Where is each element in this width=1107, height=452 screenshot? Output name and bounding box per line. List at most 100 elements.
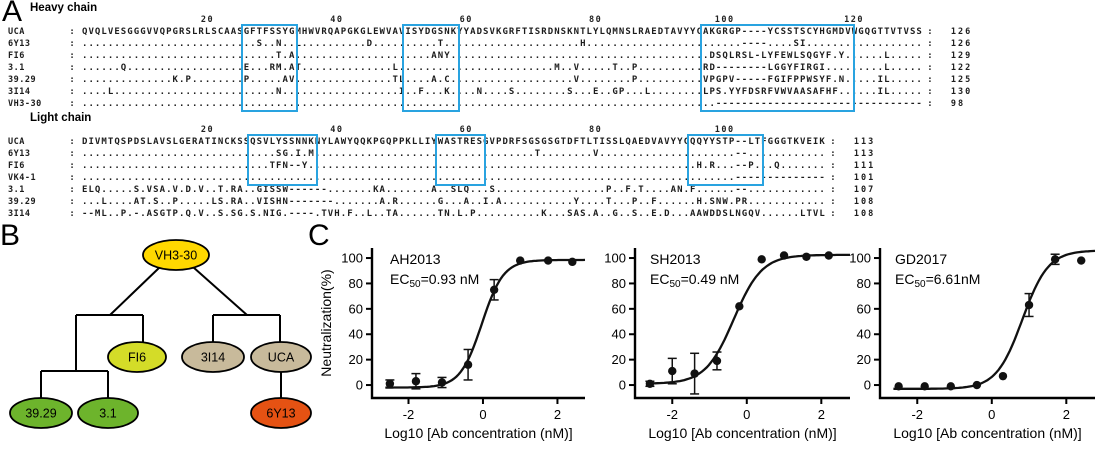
data-point xyxy=(516,256,525,265)
tree-branch xyxy=(109,266,161,316)
separator: : xyxy=(69,185,75,195)
sequence-text: DIVMTQSPDSLAVSLGERATINCKSSQSVLYSSNNKNYLA… xyxy=(82,137,826,147)
separator: : xyxy=(69,99,75,109)
y-tick-label: 100 xyxy=(341,251,363,266)
sequence-count: 126 xyxy=(950,27,973,37)
ruler-number: 100 xyxy=(714,125,735,135)
separator: : xyxy=(69,149,75,159)
data-point xyxy=(757,255,766,264)
ruler-number: 120 xyxy=(844,15,864,25)
separator: : xyxy=(69,63,75,73)
axis xyxy=(633,248,850,400)
chart-title: SH2013 xyxy=(650,251,701,267)
separator: : xyxy=(830,137,836,147)
sequence-text: ........................................… xyxy=(82,99,923,109)
fit-curve xyxy=(893,249,1096,390)
data-point xyxy=(543,256,553,265)
data-point xyxy=(972,380,982,390)
sequence-count: 98 xyxy=(950,99,966,109)
tree-node-label-3-1: 3.1 xyxy=(99,407,116,421)
neutralization-panel: 0 20 40 60 80 100 -2 0 2 AH2013 EC50=0.93 nM Log10 … xyxy=(305,225,1107,452)
panel-a-label: A xyxy=(2,0,23,28)
tree-node-39-29 xyxy=(9,397,73,429)
y-tick-label: 80 xyxy=(349,276,363,291)
ruler-number: 60 xyxy=(459,125,473,135)
data-point xyxy=(668,366,677,376)
ec50-label: EC50=0.49 nM xyxy=(650,271,739,290)
sequence-name: UCA xyxy=(8,137,25,147)
data-point xyxy=(489,285,499,294)
sequence-name: 3I14 xyxy=(8,87,31,97)
data-point xyxy=(1077,256,1086,265)
ec50-label: EC50=6.61nM xyxy=(895,271,980,290)
data-point xyxy=(411,377,421,386)
panel-b-label: B xyxy=(0,219,21,252)
tree-node-uca xyxy=(250,341,312,373)
y-tick-label: 0 xyxy=(864,378,871,393)
data-point xyxy=(998,371,1008,381)
light-chain-title: Light chain xyxy=(30,112,92,124)
ruler-number: 40 xyxy=(330,15,344,25)
data-point xyxy=(1050,255,1060,264)
x-axis-label: Log10 [Ab concentration (nM)] xyxy=(893,425,1081,441)
y-tick-label: 100 xyxy=(849,251,871,266)
x-tick-label: 2 xyxy=(1063,407,1070,422)
ec50-label: EC50=0.93 nM xyxy=(390,271,479,290)
tree-node-fi6 xyxy=(107,341,167,373)
ruler-number: 20 xyxy=(200,15,215,25)
axis xyxy=(370,248,585,400)
sequence-count: 130 xyxy=(950,87,973,97)
sequence-count: 125 xyxy=(950,75,973,85)
ruler-number: 80 xyxy=(588,15,603,25)
axis xyxy=(878,248,1095,400)
light-chain-alignment: Light chain 20 40 60 80 100 UCA: DIVMTQSPDSLA… xyxy=(8,112,1098,220)
sequence-name: 39.29 xyxy=(8,197,37,207)
y-tick-label: 20 xyxy=(857,352,871,367)
sequence-count: 129 xyxy=(950,51,973,61)
alignment-row: VK4-1:..................................… xyxy=(8,172,1098,184)
x-axis-label: Log10 [Ab concentration (nM)] xyxy=(384,425,572,441)
tree-node-label-3i14: 3I14 xyxy=(201,351,225,365)
sequence-text: .............................TFN--Y.....… xyxy=(82,161,826,171)
alignment-row: 3.1: ......Q..................E...RM.AT..… xyxy=(8,62,1098,74)
data-point xyxy=(779,251,789,260)
sequence-count: 107 xyxy=(853,185,876,195)
sequence-text: --ML..P.-.ASGTP.Q.V..S.SG.S.NIG.----.TVH… xyxy=(82,209,826,219)
panel-c-label: C xyxy=(308,219,330,252)
x-tick-label: -2 xyxy=(911,407,923,422)
alignment-row: UCA: DIVMTQSPDSLAVSLGERATINCKSSQSVLYSSNNK… xyxy=(8,136,1098,148)
data-point xyxy=(920,382,929,391)
sequence-name: VK4-1 xyxy=(8,173,37,183)
sequence-count: 113 xyxy=(853,149,876,159)
alignment-row: FI6: ..............................T.A...… xyxy=(8,50,1098,62)
sequence-text: QVQLVESGGGVVQPGRSLRLSCAASGFTFSSYGMHWVRQA… xyxy=(82,27,923,37)
y-tick-label: 60 xyxy=(857,301,871,316)
y-tick-label: 60 xyxy=(349,301,363,316)
data-point xyxy=(735,302,744,311)
x-tick-label: 2 xyxy=(554,407,561,422)
alignment-row: VH3-30:.................................… xyxy=(8,98,1098,110)
data-point xyxy=(690,369,699,378)
sequence-name: 3I14 xyxy=(8,209,31,219)
alignment-row: 3I14: --ML..P.-.ASGTP.Q.V..S.SG.S.NIG.---… xyxy=(8,208,1098,220)
x-tick-label: 0 xyxy=(743,407,750,422)
y-tick-label: 20 xyxy=(612,352,626,367)
alignment-row: 39.29: ...L....AT.S..P.....LS.RA..VISHN--… xyxy=(8,196,1098,208)
separator: : xyxy=(69,161,75,171)
fit-curve xyxy=(648,253,850,385)
sequence-count: 101 xyxy=(853,173,876,183)
separator: : xyxy=(830,173,836,183)
data-point xyxy=(946,382,955,391)
separator: : xyxy=(927,99,933,109)
y-tick-label: 100 xyxy=(604,251,626,266)
sequence-name: FI6 xyxy=(8,161,25,171)
separator: : xyxy=(830,161,836,171)
tree-branch xyxy=(192,266,248,316)
alignment-row: UCA: QVQLVESGGGVVQPGRSLRLSCAASGFTFSSYGMHW… xyxy=(8,26,1098,38)
separator: : xyxy=(69,137,75,147)
y-tick-label: 40 xyxy=(857,327,871,342)
alignment-row: 39.29: ..............K.P........P.....AV.… xyxy=(8,74,1098,86)
heavy-chain-ruler: 20 40 60 80 100 120 xyxy=(8,15,1098,26)
sequence-name: FI6 xyxy=(8,51,25,61)
data-point xyxy=(463,360,473,369)
